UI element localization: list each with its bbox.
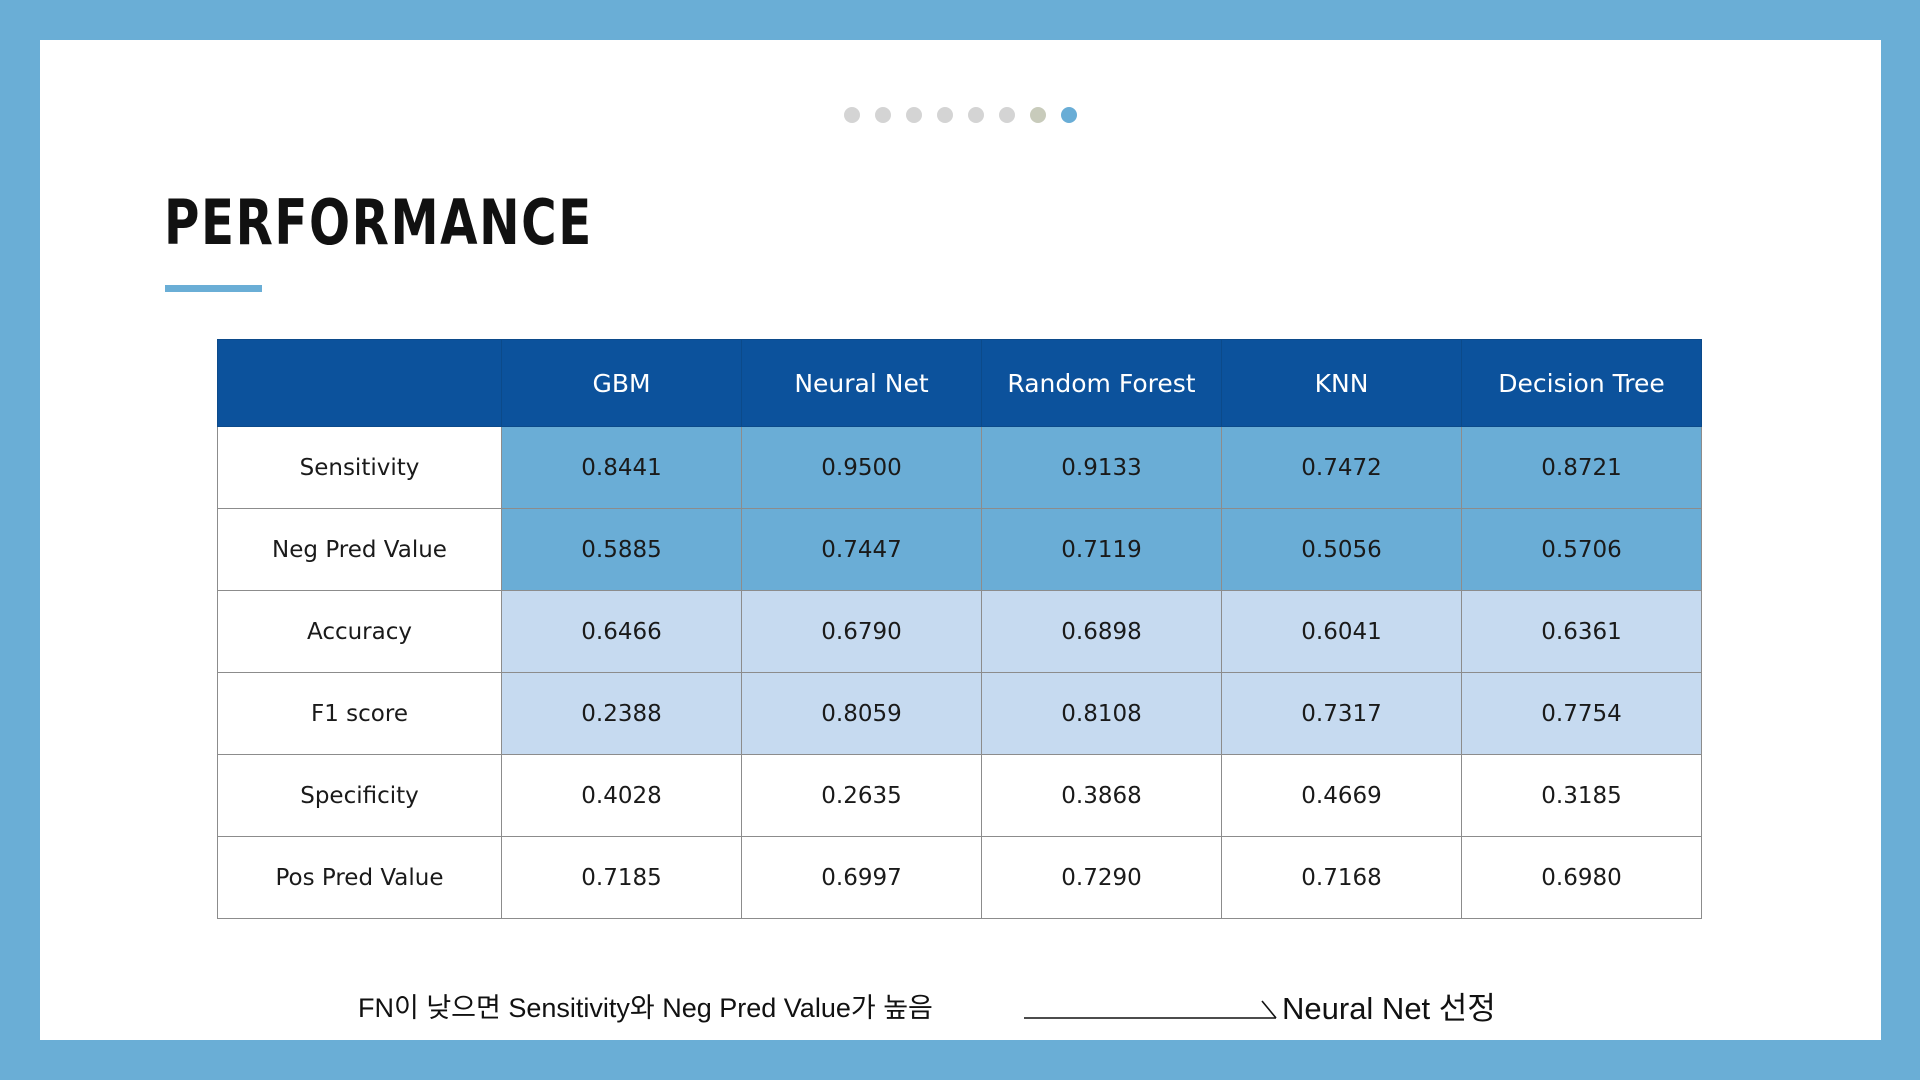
table-cell: 0.6997: [741, 836, 982, 919]
row-label: Sensitivity: [217, 426, 502, 509]
pager-dot-6[interactable]: [999, 107, 1015, 123]
table-cell: 0.8108: [981, 672, 1222, 755]
row-label: Neg Pred Value: [217, 508, 502, 591]
table-cell: 0.8441: [501, 426, 742, 509]
table-cell: 0.7168: [1221, 836, 1462, 919]
table-row: Neg Pred Value 0.5885 0.7447 0.7119 0.50…: [217, 508, 1702, 591]
header-corner-cell: [217, 339, 502, 427]
page-title: PERFORMANCE: [164, 186, 593, 259]
table-cell: 0.6790: [741, 590, 982, 673]
row-label: Accuracy: [217, 590, 502, 673]
pager-dot-2[interactable]: [875, 107, 891, 123]
table-cell: 0.6980: [1461, 836, 1702, 919]
table-cell: 0.6361: [1461, 590, 1702, 673]
table-cell: 0.6466: [501, 590, 742, 673]
table-row: F1 score 0.2388 0.8059 0.8108 0.7317 0.7…: [217, 672, 1702, 755]
table-cell: 0.8059: [741, 672, 982, 755]
table-cell: 0.3185: [1461, 754, 1702, 837]
table-row: Specificity 0.4028 0.2635 0.3868 0.4669 …: [217, 754, 1702, 837]
table-cell: 0.3868: [981, 754, 1222, 837]
table-cell: 0.8721: [1461, 426, 1702, 509]
pager-dot-7[interactable]: [1030, 107, 1046, 123]
table-cell: 0.7317: [1221, 672, 1462, 755]
table-cell: 0.9500: [741, 426, 982, 509]
arrow-right-icon: [1024, 1000, 1277, 1019]
table-cell: 0.5706: [1461, 508, 1702, 591]
table-cell: 0.4028: [501, 754, 742, 837]
table-cell: 0.7290: [981, 836, 1222, 919]
table-cell: 0.6041: [1221, 590, 1462, 673]
column-header: Neural Net: [741, 339, 982, 427]
pager-dot-5[interactable]: [968, 107, 984, 123]
footer-note: FN이 낮으면 Sensitivity와 Neg Pred Value가 높음: [358, 993, 933, 1023]
table-cell: 0.2388: [501, 672, 742, 755]
table-cell: 0.6898: [981, 590, 1222, 673]
table-cell: 0.5885: [501, 508, 742, 591]
pager-dot-8-active[interactable]: [1061, 107, 1077, 123]
row-label: Pos Pred Value: [217, 836, 502, 919]
table-cell: 0.5056: [1221, 508, 1462, 591]
slide: PERFORMANCE GBM Neural Net Random Forest…: [40, 40, 1881, 1040]
table-cell: 0.7185: [501, 836, 742, 919]
table-cell: 0.7754: [1461, 672, 1702, 755]
table-cell: 0.2635: [741, 754, 982, 837]
table-cell: 0.7472: [1221, 426, 1462, 509]
pager-dot-3[interactable]: [906, 107, 922, 123]
table-cell: 0.7447: [741, 508, 982, 591]
performance-table: GBM Neural Net Random Forest KNN Decisio…: [217, 339, 1702, 919]
pager-dot-4[interactable]: [937, 107, 953, 123]
title-underline: [165, 285, 262, 292]
table-row: Accuracy 0.6466 0.6790 0.6898 0.6041 0.6…: [217, 590, 1702, 673]
pager-dot-1[interactable]: [844, 107, 860, 123]
column-header: GBM: [501, 339, 742, 427]
table-cell: 0.7119: [981, 508, 1222, 591]
row-label: Specificity: [217, 754, 502, 837]
column-header: Decision Tree: [1461, 339, 1702, 427]
table-cell: 0.4669: [1221, 754, 1462, 837]
column-header: Random Forest: [981, 339, 1222, 427]
table-row: Pos Pred Value 0.7185 0.6997 0.7290 0.71…: [217, 836, 1702, 919]
table-row: Sensitivity 0.8441 0.9500 0.9133 0.7472 …: [217, 426, 1702, 509]
slide-pager: [844, 107, 1077, 123]
table-cell: 0.9133: [981, 426, 1222, 509]
table-header-row: GBM Neural Net Random Forest KNN Decisio…: [217, 339, 1702, 427]
column-header: KNN: [1221, 339, 1462, 427]
row-label: F1 score: [217, 672, 502, 755]
footer-result: Neural Net 선정: [1282, 991, 1496, 1026]
